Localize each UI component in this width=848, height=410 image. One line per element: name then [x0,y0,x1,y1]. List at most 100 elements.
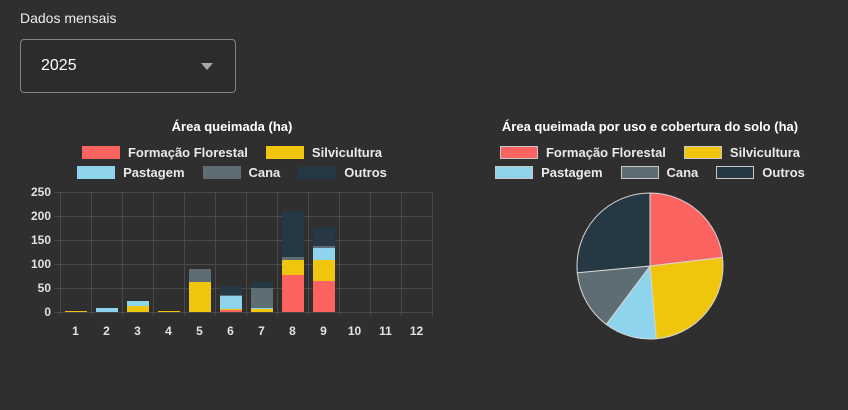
gridline-vertical [184,192,185,316]
legend-item-cana[interactable]: Cana [620,165,698,180]
gridline-horizontal [55,240,432,241]
legend-swatch [495,166,534,179]
gridline-vertical [91,192,92,316]
bar-slot-month-5 [184,192,215,312]
legend-item-outros[interactable]: Outros [716,165,805,180]
year-select[interactable]: 2025 [20,39,236,93]
legend-item-formacao-florestal[interactable]: Formação Florestal [81,145,248,160]
x-tick-label: 7 [258,324,265,338]
legend-swatch [716,166,755,179]
bar-slot-month-12 [401,192,432,312]
legend-swatch [620,166,659,179]
legend-label: Pastagem [123,165,185,180]
legend-item-pastagem[interactable]: Pastagem [495,165,603,180]
bar-slot-month-7 [246,192,277,312]
bar-slot-month-3 [122,192,153,312]
bar-month-8 [281,211,304,312]
bar-segment-silvicultura [250,308,273,312]
legend-label: Outros [344,165,387,180]
bar-slot-month-2 [91,192,122,312]
y-tick-label: 50 [37,281,51,295]
gridline-vertical [370,192,371,316]
gridline-vertical [277,192,278,316]
legend-label: Silvicultura [729,145,800,160]
bar-segment-pastagem [250,307,273,309]
bar-segment-silvicultura [126,306,149,312]
gridline-vertical [308,192,309,316]
pie-slice-formacao-florestal [649,192,724,267]
bar-segment-silvicultura [64,311,87,312]
bar-slot-month-8 [277,192,308,312]
gridline-vertical [215,192,216,316]
bar-chart-card: Área queimada (ha) Formação Florestal Sil… [18,119,446,352]
pie-wrap [454,191,846,341]
legend-item-cana[interactable]: Cana [202,165,281,180]
legend-label: Cana [248,165,281,180]
bar-chart-legend: Formação Florestal Silvicultura Pastagem Ca… [18,145,446,180]
legend-swatch [81,146,120,159]
bar-segment-cana [250,288,273,308]
legend-item-silvicultura[interactable]: Silvicultura [683,145,800,160]
bar-segment-outros [281,211,304,257]
legend-swatch [499,146,538,159]
bar-slot-month-4 [153,192,184,312]
bar-segment-silvicultura [188,282,211,312]
bar-segment-formacao-florestal [312,280,335,312]
gridline-vertical [246,192,247,316]
bar-segment-cana [219,294,242,297]
pie-slice-cana [576,265,652,326]
year-select-value: 2025 [41,57,77,74]
legend-row: Pastagem Cana Outros [77,165,387,180]
legend-row: Formação Florestal Silvicultura [499,145,800,160]
bar-chart-title: Área queimada (ha) [171,119,293,134]
page-title: Dados mensais [20,10,117,26]
x-tick-label: 10 [347,324,362,338]
legend-item-silvicultura[interactable]: Silvicultura [265,145,382,160]
legend-swatch [202,166,241,179]
pie-slice-silvicultura [649,256,724,340]
bar-segment-pastagem [95,308,118,312]
y-tick-label: 200 [30,209,51,223]
gridline-vertical [432,192,433,316]
legend-item-formacao-florestal[interactable]: Formação Florestal [499,145,666,160]
x-tick-label: 4 [165,324,172,338]
pie-slice-outros [576,192,651,274]
bars-container [60,192,432,312]
gridline-vertical [153,192,154,316]
bar-segment-silvicultura [219,309,242,311]
y-tick-label: 100 [30,257,51,271]
bar-chart-plot-area: 0 50 100 150 200 250 1 2 3 4 5 6 7 8 9 10 11 12 [18,185,446,352]
gridline-horizontal [55,192,432,193]
legend-label: Silvicultura [311,145,382,160]
bar-slot-month-6 [215,192,246,312]
bar-segment-outros [250,281,273,289]
bar-segment-pastagem [312,247,335,261]
x-axis-labels: 1 2 3 4 5 6 7 8 9 10 11 12 [60,324,432,338]
x-tick-label: 1 [72,324,79,338]
bar-month-9 [312,226,335,312]
bar-month-5 [188,268,211,312]
legend-item-outros[interactable]: Outros [298,165,387,180]
gridline-vertical [60,192,61,316]
bar-month-1 [64,311,87,312]
legend-row: Pastagem Cana Outros [495,165,805,180]
legend-item-pastagem[interactable]: Pastagem [77,165,185,180]
gridline-vertical [122,192,123,316]
bar-month-2 [95,308,118,312]
gridline-vertical [401,192,402,316]
bar-segment-cana [312,245,335,248]
legend-label: Outros [762,165,805,180]
x-tick-label: 5 [196,324,203,338]
bar-segment-formacao-florestal [281,275,304,312]
bar-month-3 [126,301,149,312]
charts-row: Área queimada (ha) Formação Florestal Sil… [0,119,848,352]
y-tick-label: 250 [30,185,51,199]
y-tick-label: 0 [44,305,51,319]
legend-swatch [683,146,722,159]
gridline-horizontal [55,288,432,289]
bar-segment-cana [281,256,304,261]
chevron-down-icon [201,62,213,70]
legend-swatch [77,166,116,179]
bar-segment-silvicultura [281,260,304,276]
